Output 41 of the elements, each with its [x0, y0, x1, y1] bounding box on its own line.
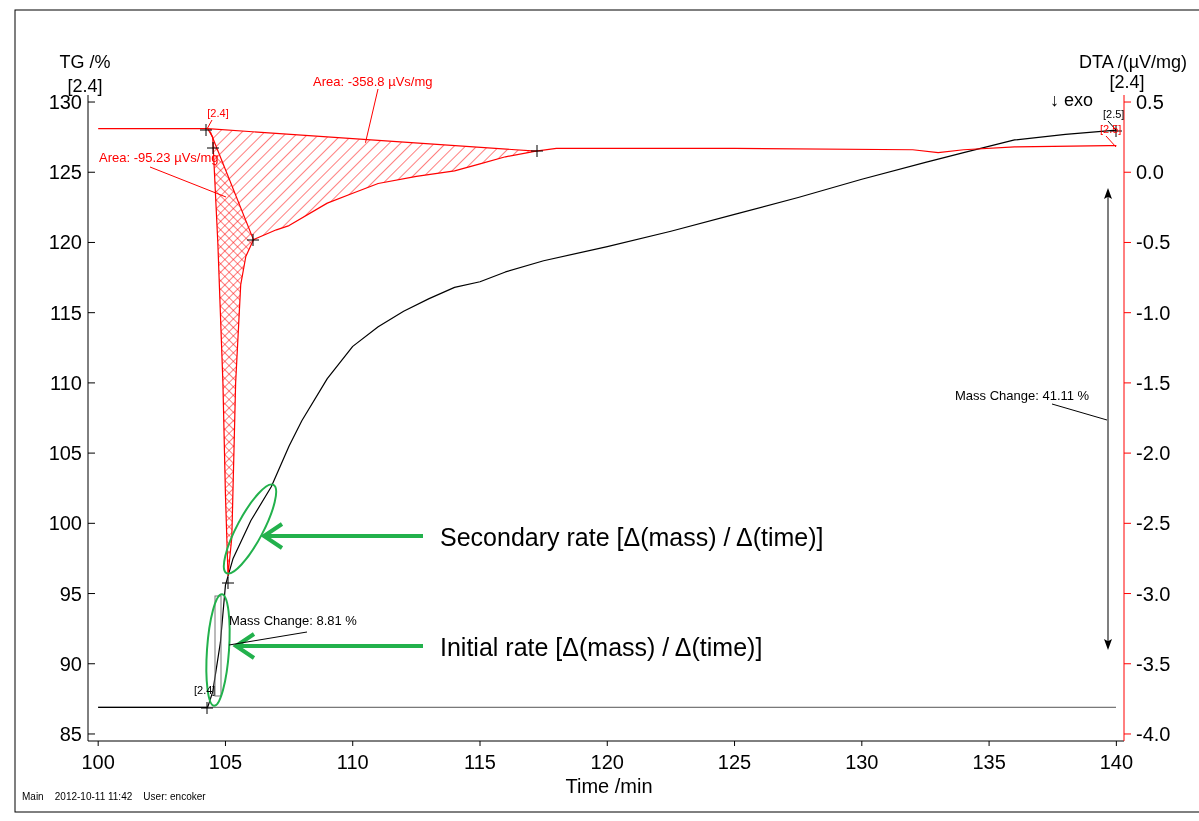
- y2-tick-label: 0.5: [1136, 91, 1164, 114]
- y-tick-label: 120: [48, 231, 82, 254]
- y-tick-label: 125: [48, 161, 82, 184]
- text: [2.4]: [1109, 72, 1145, 92]
- annotation: Mass Change: 41.11 %: [955, 388, 1090, 403]
- y-tick-label: 90: [59, 652, 82, 675]
- y2-tick-label: -1.0: [1136, 301, 1171, 324]
- y-tick-label: 100: [48, 512, 82, 535]
- x-tick-label: 140: [1099, 751, 1134, 773]
- y-tick-label: 110: [50, 371, 82, 394]
- annotation: [2.5]: [1103, 108, 1125, 120]
- annotation: Area: -358.8 µVs/mg: [313, 74, 433, 89]
- y2-tick-label: -0.5: [1136, 231, 1171, 254]
- y2-tick-label: 0.0: [1136, 161, 1164, 184]
- y-tick-label: 115: [50, 301, 82, 324]
- y2-tick-label: -2.0: [1136, 442, 1171, 465]
- x-tick-label: 130: [845, 751, 879, 773]
- x-tick-label: 105: [208, 751, 243, 773]
- y2-tick-label: -2.5: [1136, 512, 1171, 535]
- annotation: Secondary rate [Δ(mass) / Δ(time)]: [440, 523, 824, 551]
- text: Main 2012-10-11 11:42 User: encoker: [22, 791, 207, 802]
- annotation: Initial rate [Δ(mass) / Δ(time)]: [440, 633, 763, 661]
- y-axis-title: TG /%: [59, 52, 111, 72]
- annotation: Mass Change: 8.81 %: [229, 613, 358, 628]
- x-axis-title: Time /min: [565, 775, 653, 797]
- y2-tick-label: -3.0: [1136, 582, 1171, 605]
- annotation: [2.4]: [207, 107, 229, 119]
- annotation: ↓ exo: [1050, 90, 1094, 110]
- y2-tick-label: -3.5: [1136, 652, 1171, 675]
- x-tick-label: 120: [590, 751, 624, 773]
- y-tick-label: 105: [48, 442, 82, 465]
- y2-axis-title: DTA /(µV/mg): [1078, 52, 1188, 72]
- x-tick-label: 100: [81, 751, 115, 773]
- x-tick-label: 115: [464, 751, 496, 773]
- y-tick-label: 95: [59, 582, 82, 605]
- y2-tick-label: -4.0: [1136, 722, 1171, 745]
- y2-tick-label: -1.5: [1136, 371, 1171, 394]
- x-tick-label: 125: [717, 751, 752, 773]
- y-tick-label: 85: [59, 722, 82, 745]
- x-tick-label: 135: [972, 751, 1006, 773]
- x-tick-label: 110: [336, 751, 369, 773]
